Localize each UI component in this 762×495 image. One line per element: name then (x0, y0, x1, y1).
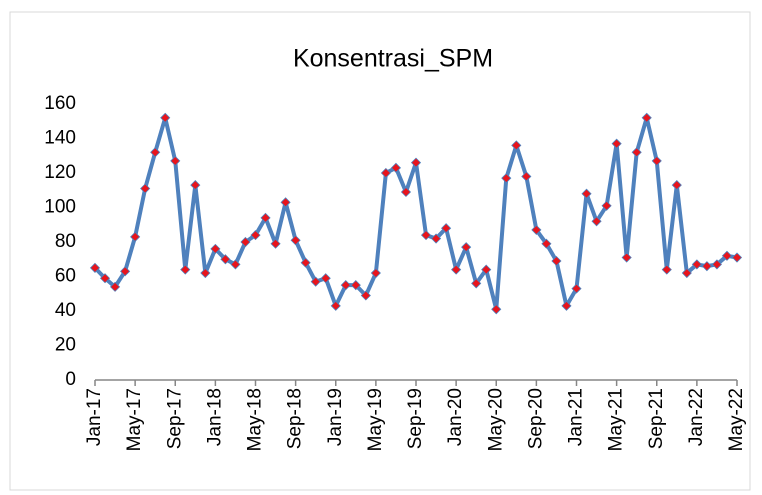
data-marker (380, 167, 391, 179)
data-marker (270, 238, 281, 249)
y-tick-label: 100 (44, 197, 76, 218)
y-tick-label: 20 (55, 335, 76, 356)
x-tick-label: Sep-19 (405, 388, 426, 449)
data-marker (731, 252, 743, 263)
data-marker (160, 112, 171, 123)
data-marker (340, 280, 351, 291)
x-tick-label: Sep-21 (646, 388, 667, 449)
x-tick-label: Jan-22 (686, 388, 707, 446)
chart-title: Konsentrasi_SPM (293, 45, 493, 73)
y-tick-label: 120 (44, 162, 76, 183)
x-tick-label: May-21 (606, 388, 627, 451)
data-marker (651, 155, 662, 166)
y-tick-label: 40 (55, 300, 76, 321)
data-marker (180, 264, 191, 275)
data-marker (701, 261, 712, 272)
data-marker (290, 235, 301, 246)
data-marker (571, 283, 582, 294)
data-marker (370, 267, 381, 279)
data-marker (120, 266, 131, 277)
data-marker (99, 273, 111, 284)
data-marker (89, 262, 101, 273)
y-tick-label: 80 (55, 231, 76, 252)
data-marker (581, 188, 592, 199)
y-tick-label: 0 (65, 369, 76, 390)
data-marker (150, 147, 161, 158)
data-marker (691, 259, 702, 270)
data-marker (591, 216, 602, 227)
x-tick-label: May-18 (245, 388, 266, 451)
x-tick-label: May-22 (726, 388, 747, 451)
x-tick-label: Sep-17 (164, 388, 185, 449)
data-marker (260, 212, 271, 223)
y-tick-label: 60 (55, 266, 76, 287)
x-tick-label: May-20 (485, 388, 506, 451)
x-tick-label: May-19 (365, 388, 386, 451)
data-marker (531, 224, 542, 235)
data-marker (280, 197, 291, 208)
data-marker (310, 276, 321, 287)
data-marker (390, 162, 402, 173)
data-marker (430, 233, 442, 244)
data-marker (410, 157, 422, 168)
data-marker (240, 236, 251, 248)
data-marker (190, 180, 201, 191)
data-marker (711, 259, 723, 270)
data-marker (671, 180, 682, 191)
data-marker (210, 243, 221, 254)
data-marker (721, 250, 733, 261)
data-marker (230, 259, 241, 270)
data-marker (641, 112, 652, 123)
x-tick-label: Sep-20 (525, 388, 546, 449)
data-marker (521, 171, 532, 182)
data-marker (420, 230, 432, 241)
data-marker (561, 300, 572, 311)
data-marker (451, 264, 462, 275)
data-marker (601, 200, 612, 211)
data-marker (300, 257, 311, 268)
data-marker (140, 183, 151, 194)
y-tick-label: 160 (44, 93, 76, 114)
data-marker (551, 255, 562, 267)
data-marker (461, 242, 472, 253)
data-marker (130, 231, 141, 242)
x-tick-label: Jan-20 (445, 388, 466, 446)
data-marker (200, 267, 211, 279)
data-marker (511, 140, 522, 151)
data-marker (350, 280, 361, 291)
data-marker (661, 264, 672, 275)
data-marker (491, 304, 502, 315)
data-marker (250, 230, 261, 241)
data-marker (220, 254, 231, 265)
data-marker (631, 147, 642, 158)
data-marker (621, 252, 632, 263)
data-marker (541, 238, 552, 249)
x-tick-label: Jan-18 (204, 388, 225, 446)
x-tick-label: Sep-18 (285, 388, 306, 449)
data-marker (320, 273, 331, 284)
data-marker (681, 267, 692, 279)
y-tick-label: 140 (44, 128, 76, 149)
data-marker (441, 223, 452, 234)
data-marker (109, 281, 121, 292)
data-marker (481, 264, 492, 275)
data-marker (611, 138, 622, 149)
x-tick-label: Jan-19 (325, 388, 346, 446)
data-marker (400, 186, 412, 198)
data-marker (501, 173, 512, 184)
data-marker (170, 155, 181, 166)
data-marker (360, 290, 371, 301)
data-marker (471, 278, 482, 289)
data-marker (330, 300, 341, 311)
x-tick-label: May-17 (124, 388, 145, 451)
x-tick-label: Jan-21 (566, 388, 587, 446)
x-tick-label: Jan-17 (84, 388, 105, 446)
